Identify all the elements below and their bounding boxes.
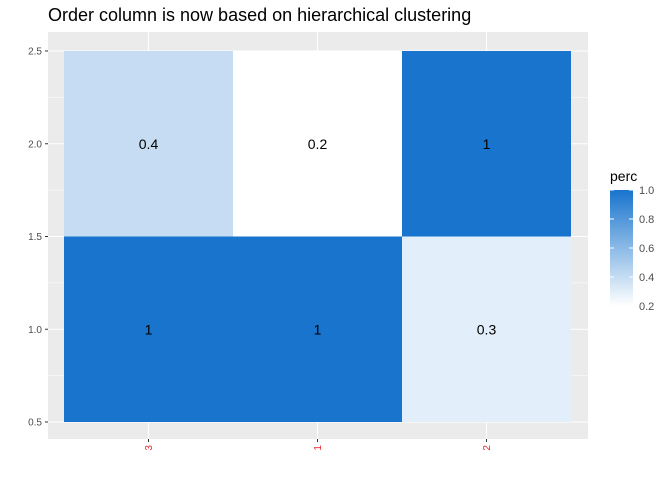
cell-labels: 0.4 0.2 1 1 1 0.3	[139, 136, 497, 338]
chart-title: Order column is now based on hierarchica…	[48, 5, 471, 25]
legend-ticks: 0.2 0.4 0.6 0.8 1.0	[610, 185, 654, 313]
heatmap-cell	[402, 236, 571, 422]
legend-color-bar	[610, 190, 633, 306]
y-tick-label: 1.5	[28, 232, 42, 243]
color-legend: perc 0.2 0.4 0.6 0.8 1.0	[610, 168, 654, 313]
legend-title: perc	[610, 168, 637, 184]
cell-value-label: 0.2	[308, 136, 328, 152]
x-axis: 3 1 2	[144, 439, 493, 451]
y-tick-label: 1.0	[28, 325, 42, 336]
cell-value-label: 1	[314, 321, 322, 337]
y-tick-label: 2.0	[28, 139, 42, 150]
heatmap-cells	[64, 51, 571, 422]
cell-value-label: 1	[145, 321, 153, 337]
cell-value-label: 1	[483, 136, 491, 152]
cell-value-label: 0.4	[139, 136, 159, 152]
heatmap-cell	[233, 51, 402, 237]
y-tick-label: 2.5	[28, 47, 42, 58]
heatmap-cell	[64, 236, 233, 422]
legend-tick-label: 0.8	[639, 214, 654, 226]
legend-tick-label: 1.0	[639, 185, 654, 197]
heatmap-cell	[402, 51, 571, 237]
y-axis: 0.5 1.0 1.5 2.0 2.5	[28, 47, 48, 429]
heatmap-cell	[64, 51, 233, 237]
legend-tick-label: 0.2	[639, 301, 654, 313]
heatmap-cell	[233, 236, 402, 422]
legend-tick-label: 0.4	[639, 272, 654, 284]
x-tick-label: 2	[482, 445, 493, 451]
y-tick-label: 0.5	[28, 418, 42, 429]
cell-value-label: 0.3	[477, 321, 497, 337]
legend-tick-label: 0.6	[639, 243, 654, 255]
x-tick-label: 3	[144, 445, 155, 451]
x-tick-label: 1	[313, 445, 324, 451]
